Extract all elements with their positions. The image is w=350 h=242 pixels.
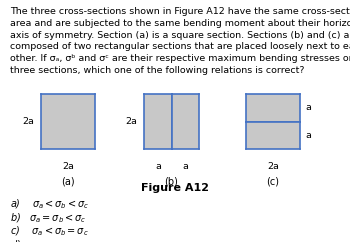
- Text: The three cross-sections shown in Figure A12 have the same cross-sectional
area : The three cross-sections shown in Figure…: [10, 7, 350, 75]
- Text: (c): (c): [266, 177, 280, 187]
- Text: 2a: 2a: [267, 162, 279, 171]
- Text: a: a: [155, 162, 161, 171]
- Text: a: a: [182, 162, 188, 171]
- Text: 2a: 2a: [62, 162, 74, 171]
- Text: (b): (b): [164, 177, 178, 187]
- Text: Figure A12: Figure A12: [141, 183, 209, 193]
- Text: 2a: 2a: [22, 117, 34, 126]
- Text: a)    $\sigma_a < \sigma_b < \sigma_c$: a) $\sigma_a < \sigma_b < \sigma_c$: [10, 197, 90, 211]
- Text: c)    $\sigma_a < \sigma_b = \sigma_c$: c) $\sigma_a < \sigma_b = \sigma_c$: [10, 225, 89, 238]
- Text: d)   $\sigma_a = \sigma_b = \sigma_c$: d) $\sigma_a = \sigma_b = \sigma_c$: [10, 239, 87, 242]
- Text: b)   $\sigma_a = \sigma_b < \sigma_c$: b) $\sigma_a = \sigma_b < \sigma_c$: [10, 211, 87, 225]
- Text: (a): (a): [62, 177, 75, 187]
- Text: a: a: [305, 104, 311, 113]
- Text: 2a: 2a: [126, 117, 137, 126]
- Text: a: a: [305, 131, 311, 140]
